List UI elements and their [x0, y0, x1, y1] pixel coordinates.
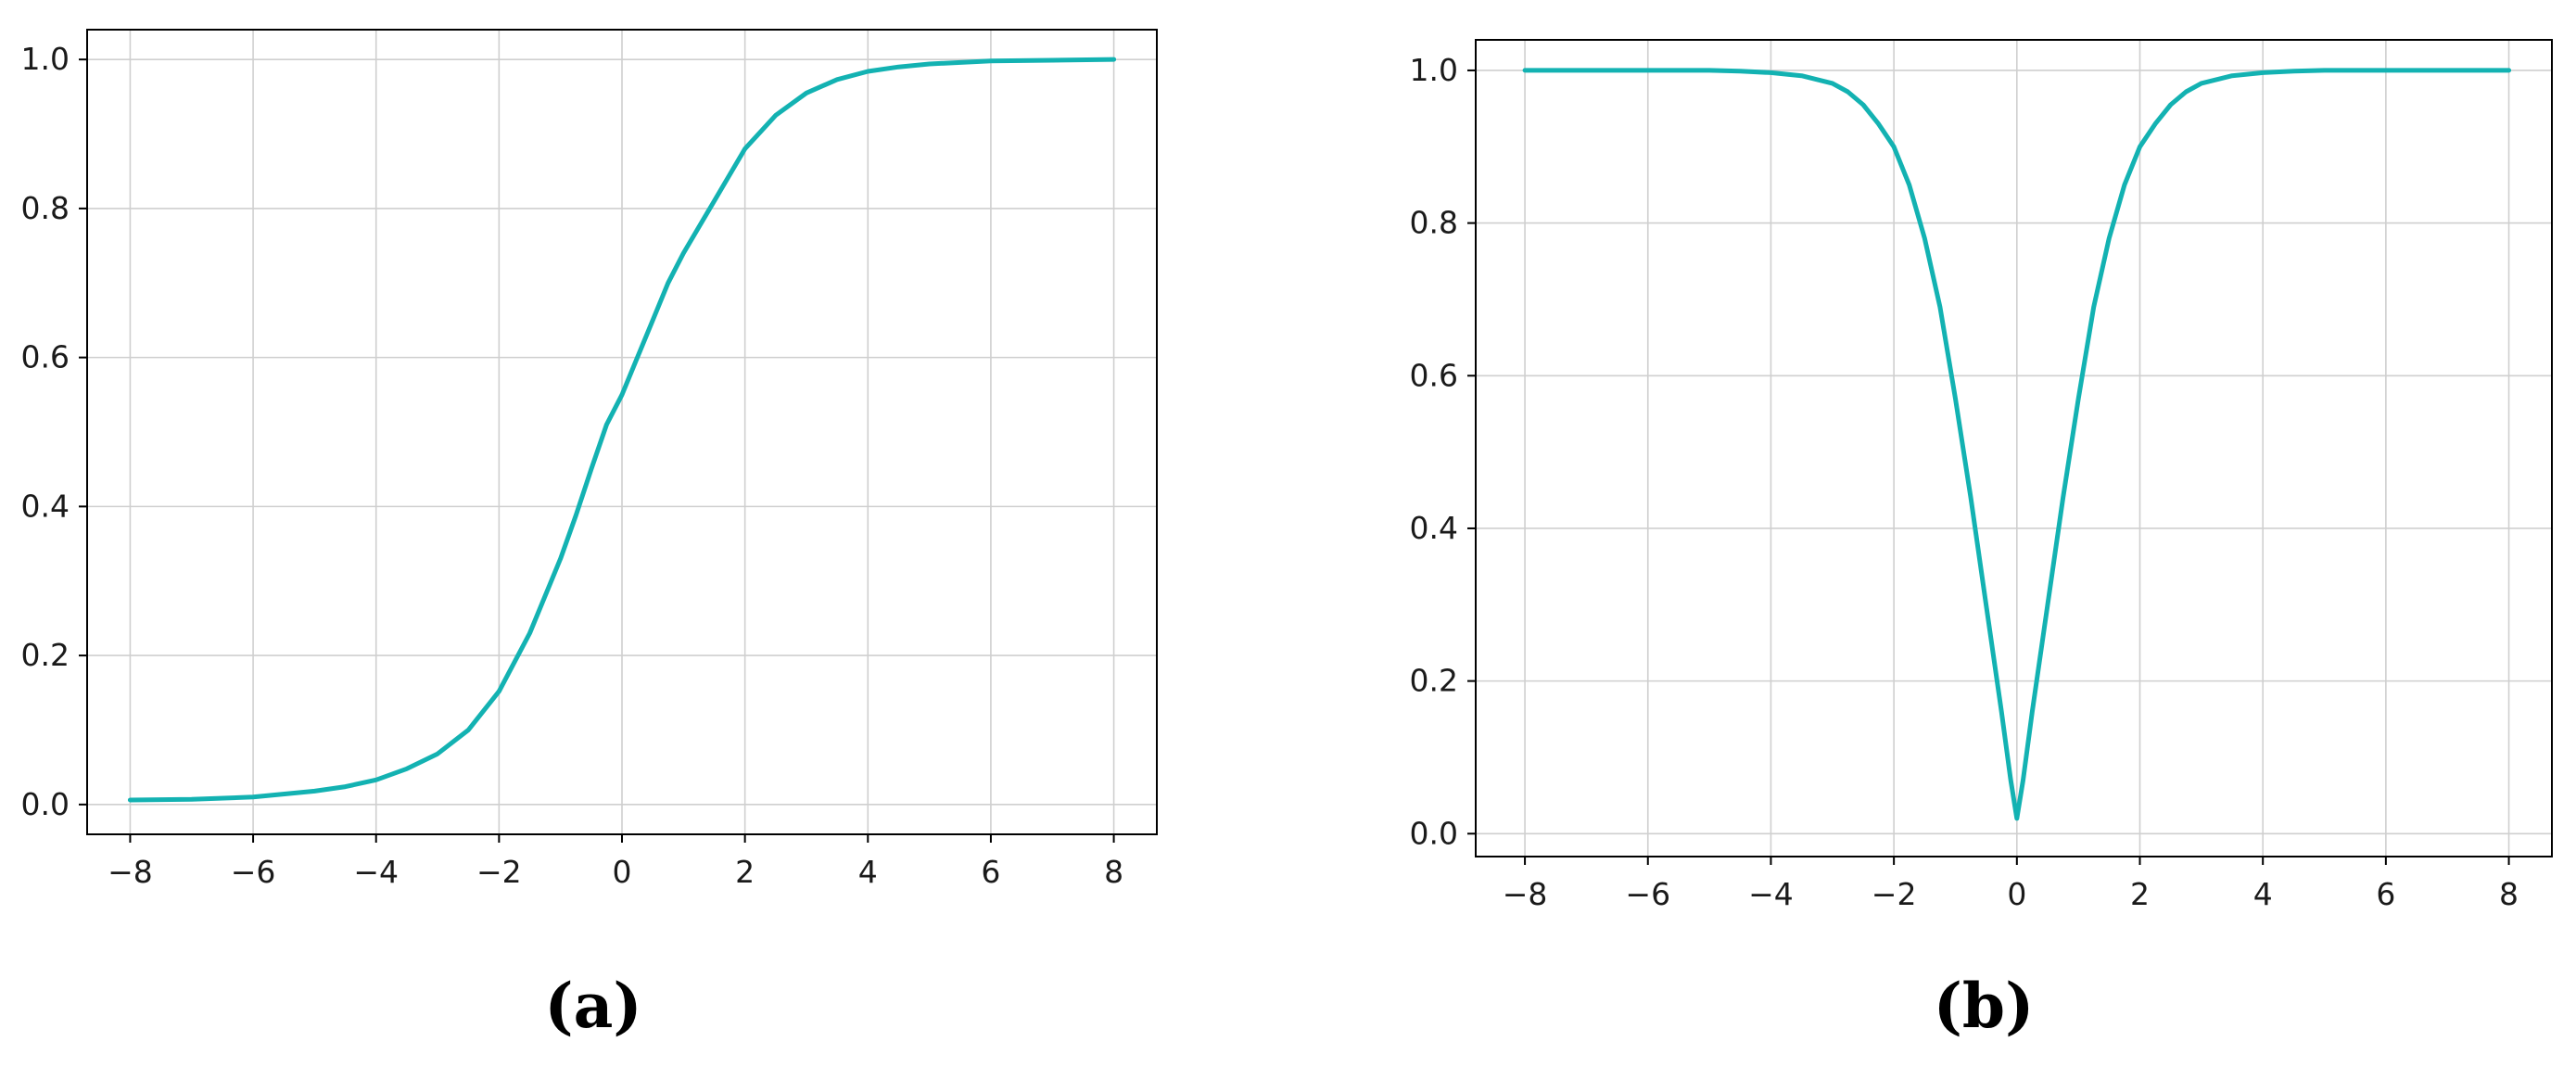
- x-tick-label-a-2: −4: [353, 854, 399, 890]
- y-tick-label-b-2: 0.4: [1410, 510, 1458, 546]
- plot-frame-b: [1475, 39, 2553, 857]
- y-tick-label-b-4: 0.8: [1410, 205, 1458, 241]
- x-tick-label-a-4: 0: [613, 854, 632, 890]
- x-tick-label-b-4: 0: [2007, 876, 2026, 912]
- series-line-b-0: [1522, 68, 2512, 821]
- panel-label-b: (b): [1934, 970, 2035, 1042]
- x-tick-label-a-0: −8: [108, 854, 153, 890]
- x-tick-label-b-0: −8: [1503, 876, 1548, 912]
- y-tick-label-a-0: 0.0: [21, 786, 70, 822]
- y-tick-label-a-5: 1.0: [21, 41, 70, 77]
- x-tick-label-b-8: 8: [2499, 876, 2519, 912]
- y-tick-label-a-3: 0.6: [21, 339, 70, 375]
- x-tick-label-a-5: 2: [735, 854, 755, 890]
- x-tick-label-b-6: 4: [2253, 876, 2273, 912]
- x-tick-label-b-2: −4: [1748, 876, 1794, 912]
- series-line-a-0: [127, 57, 1117, 803]
- x-tick-label-a-3: −2: [476, 854, 522, 890]
- x-tick-label-b-3: −2: [1872, 876, 1917, 912]
- panel-label-a: (a): [544, 970, 641, 1042]
- y-tick-label-b-3: 0.6: [1410, 357, 1458, 393]
- x-tick-label-a-1: −6: [231, 854, 276, 890]
- y-tick-label-b-1: 0.2: [1410, 663, 1458, 699]
- y-tick-label-a-4: 0.8: [21, 190, 70, 226]
- x-tick-label-b-1: −6: [1625, 876, 1670, 912]
- x-tick-label-b-7: 6: [2376, 876, 2395, 912]
- x-tick-label-a-8: 8: [1104, 854, 1123, 890]
- chart-b: −8 −6 −4 −2 0 2 4 6 8 0.0 0.2 0.4 0.6 0.8 1.0: [1410, 39, 2553, 912]
- x-tick-label-a-6: 4: [858, 854, 878, 890]
- y-tick-label-a-2: 0.4: [21, 488, 70, 524]
- chart-a: −8 −6 −4 −2 0 2 4 6 8 0.0 0.2 0.4 0.6 0.8 1.0: [21, 29, 1158, 890]
- y-tick-label-b-5: 1.0: [1410, 52, 1458, 88]
- x-tick-label-a-7: 6: [981, 854, 1000, 890]
- x-tick-label-b-5: 2: [2130, 876, 2150, 912]
- y-tick-label-b-0: 0.0: [1410, 815, 1458, 851]
- y-tick-label-a-1: 0.2: [21, 637, 70, 673]
